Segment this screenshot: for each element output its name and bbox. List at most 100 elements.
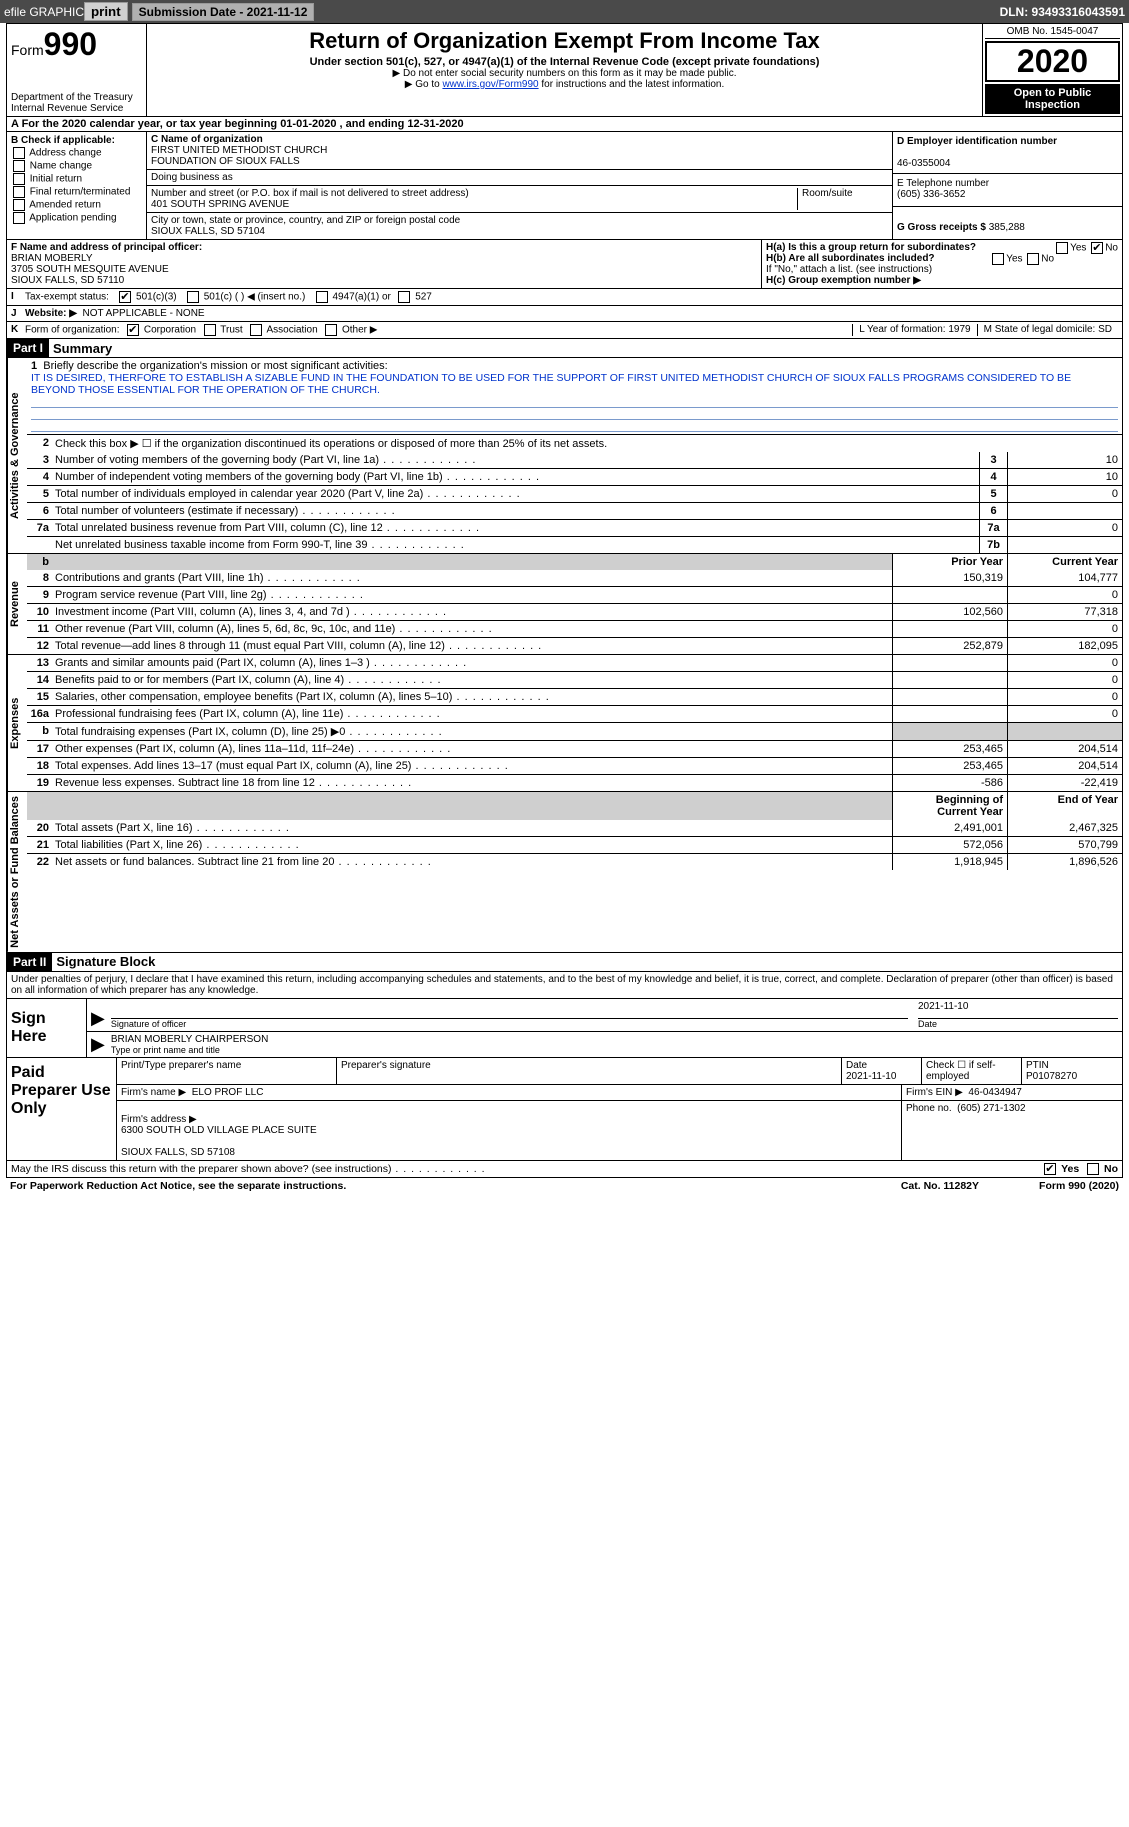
chk-application-pending[interactable]: Application pending: [11, 212, 142, 224]
block-f-label: F Name and address of principal officer:: [11, 242, 202, 253]
penalties-text: Under penalties of perjury, I declare th…: [6, 972, 1123, 999]
ha-yes-checkbox[interactable]: [1056, 242, 1068, 254]
line-value: 10: [1007, 452, 1122, 468]
current-year-value: 0: [1007, 706, 1122, 722]
prep-name-label: Print/Type preparer's name: [117, 1058, 337, 1084]
current-year-value: 2,467,325: [1007, 820, 1122, 836]
tel-value: (605) 336-3652: [897, 189, 965, 200]
form-label-small: Form: [11, 42, 44, 58]
rule-line: [31, 408, 1118, 420]
summary-line: bTotal fundraising expenses (Part IX, co…: [27, 722, 1122, 740]
mission-block: 1 Briefly describe the organization's mi…: [27, 358, 1122, 434]
line-1-text: Briefly describe the organization's miss…: [43, 360, 387, 372]
line-desc: Professional fundraising fees (Part IX, …: [51, 706, 892, 722]
current-year-value: 204,514: [1007, 758, 1122, 774]
row-i-label: I: [11, 291, 25, 303]
line-desc: Other revenue (Part VIII, column (A), li…: [51, 621, 892, 637]
chk-final-return[interactable]: Final return/terminated: [11, 186, 142, 198]
discuss-yes-checkbox[interactable]: [1044, 1163, 1056, 1175]
summary-line: 20Total assets (Part X, line 16)2,491,00…: [27, 820, 1122, 836]
summary-line: 9Program service revenue (Part VIII, lin…: [27, 586, 1122, 603]
gross-label: G Gross receipts $: [897, 222, 989, 233]
summary-line: 6Total number of volunteers (estimate if…: [27, 502, 1122, 519]
prior-year-value: [892, 655, 1007, 671]
line-desc: Total fundraising expenses (Part IX, col…: [51, 723, 892, 740]
hb-no-checkbox[interactable]: [1027, 253, 1039, 265]
line-key: 3: [979, 452, 1007, 468]
hc-label: H(c) Group exemption number ▶: [766, 275, 921, 286]
line-desc: Program service revenue (Part VIII, line…: [51, 587, 892, 603]
chk-address-change[interactable]: Address change: [11, 147, 142, 159]
chk-501c3[interactable]: [119, 291, 131, 303]
row-k-content: Form of organization: Corporation Trust …: [25, 324, 852, 336]
header-right: OMB No. 1545-0047 2020 Open to Public In…: [982, 24, 1122, 116]
ein-cell: D Employer identification number 46-0355…: [893, 132, 1122, 174]
header-left: Form990 Department of the Treasury Inter…: [7, 24, 147, 116]
prep-row-1: Print/Type preparer's name Preparer's si…: [117, 1058, 1122, 1085]
prior-year-value: [892, 621, 1007, 637]
section-bcd: B Check if applicable: Address change Na…: [6, 132, 1123, 240]
gross-value: 385,288: [989, 222, 1025, 233]
line-num: b: [27, 723, 51, 740]
line-num: 4: [27, 469, 51, 485]
irs-link[interactable]: www.irs.gov/Form990: [442, 79, 538, 90]
form-subtitle: Under section 501(c), 527, or 4947(a)(1)…: [153, 56, 976, 68]
chk-corporation[interactable]: [127, 324, 139, 336]
org-city: SIOUX FALLS, SD 57104: [151, 226, 265, 237]
cat-no: Cat. No. 11282Y: [901, 1180, 979, 1192]
efile-label: efile GRAPHIC: [4, 5, 84, 19]
row-i-content: Tax-exempt status: 501(c)(3) 501(c) ( ) …: [25, 291, 1118, 303]
line-num: 19: [27, 775, 51, 791]
current-year-value: 0: [1007, 655, 1122, 671]
chk-initial-return[interactable]: Initial return: [11, 173, 142, 185]
prep-row-3: Firm's address ▶ 6300 SOUTH OLD VILLAGE …: [117, 1101, 1122, 1160]
line-num: 8: [27, 570, 51, 586]
chk-527[interactable]: [398, 291, 410, 303]
chk-association[interactable]: [250, 324, 262, 336]
chk-name-change[interactable]: Name change: [11, 160, 142, 172]
ptin-cell: PTIN P01078270: [1022, 1058, 1122, 1084]
paid-preparer-section: Paid Preparer Use Only Print/Type prepar…: [6, 1058, 1123, 1161]
hb-yes-checkbox[interactable]: [992, 253, 1004, 265]
line-desc: Total number of individuals employed in …: [51, 486, 979, 502]
dba-label: Doing business as: [151, 172, 233, 183]
row-i: I Tax-exempt status: 501(c)(3) 501(c) ( …: [6, 289, 1123, 306]
prior-year-value: [892, 723, 1007, 740]
line-desc: Other expenses (Part IX, column (A), lin…: [51, 741, 892, 757]
summary-line: Net unrelated business taxable income fr…: [27, 536, 1122, 553]
line-desc: Investment income (Part VIII, column (A)…: [51, 604, 892, 620]
chk-4947[interactable]: [316, 291, 328, 303]
form-number: Form990: [11, 26, 142, 63]
revenue-body: b Prior Year Current Year 8Contributions…: [27, 554, 1122, 654]
part-2-title: Signature Block: [56, 954, 155, 969]
ha-no-checkbox[interactable]: [1091, 242, 1103, 254]
line-num: 6: [27, 503, 51, 519]
prep-self-employed: Check ☐ if self-employed: [922, 1058, 1022, 1084]
sig-arrow-icon: ▶: [91, 1034, 105, 1055]
summary-line: 12Total revenue—add lines 8 through 11 (…: [27, 637, 1122, 654]
line-desc: Number of voting members of the governin…: [51, 452, 979, 468]
print-button[interactable]: print: [84, 2, 128, 21]
chk-other[interactable]: [325, 324, 337, 336]
line-desc: Total number of volunteers (estimate if …: [51, 503, 979, 519]
sign-section: Sign Here ▶ Signature of officer 2021-11…: [6, 999, 1123, 1058]
firm-addr-value: 6300 SOUTH OLD VILLAGE PLACE SUITE SIOUX…: [121, 1125, 317, 1158]
paid-preparer-grid: Print/Type preparer's name Preparer's si…: [117, 1058, 1122, 1160]
line-desc: Total unrelated business revenue from Pa…: [51, 520, 979, 536]
officer-addr2: SIOUX FALLS, SD 57110: [11, 275, 124, 286]
row-m: M State of legal domicile: SD: [977, 324, 1118, 336]
section-fh: F Name and address of principal officer:…: [6, 240, 1123, 289]
chk-trust[interactable]: [204, 324, 216, 336]
line-value: [1007, 503, 1122, 519]
line-num: 13: [27, 655, 51, 671]
line-num: 22: [27, 854, 51, 870]
hb-label: H(b) Are all subordinates included?: [766, 253, 935, 264]
chk-501c[interactable]: [187, 291, 199, 303]
line-desc: Grants and similar amounts paid (Part IX…: [51, 655, 892, 671]
section-expenses: Expenses 13Grants and similar amounts pa…: [6, 655, 1123, 792]
chk-amended-return[interactable]: Amended return: [11, 199, 142, 211]
form-header: Form990 Department of the Treasury Inter…: [6, 23, 1123, 117]
discuss-no-checkbox[interactable]: [1087, 1163, 1099, 1175]
line-value: [1007, 537, 1122, 553]
row-l: L Year of formation: 1979: [852, 324, 976, 336]
